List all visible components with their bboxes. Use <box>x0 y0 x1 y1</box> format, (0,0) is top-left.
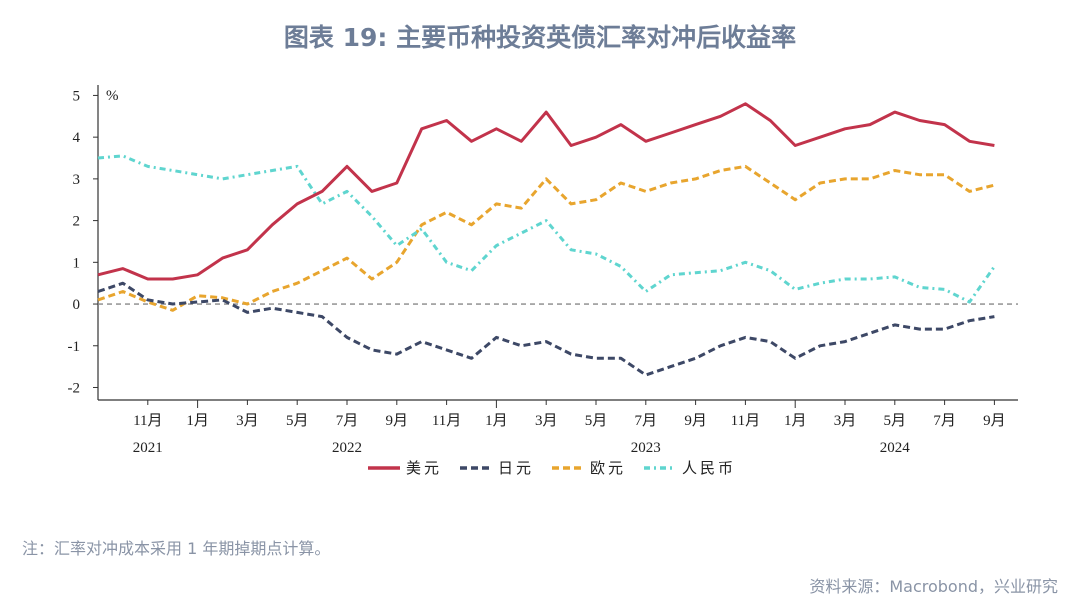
legend-label: 日元 <box>498 459 534 477</box>
x-tick-label: 5月 <box>884 413 907 429</box>
x-tick-label: 11月 <box>731 413 760 429</box>
chart-title: 图表 19: 主要币种投资英债汇率对冲后收益率 <box>283 23 797 52</box>
series-lines <box>97 102 996 377</box>
x-tick-label: 5月 <box>585 413 608 429</box>
x-tick-label: 1月 <box>485 413 508 429</box>
series-line-3 <box>97 154 996 304</box>
y-tick-label: 2 <box>73 214 81 230</box>
legend-item: 欧元 <box>552 459 626 477</box>
series-line-0 <box>97 102 995 281</box>
axes: % 5 4 3 2 1 0 -1 -2 11月 1月 3月 5月 7月 9月 11月 1月 3月 5月 7月 9月 11月… <box>68 85 1018 456</box>
x-tick-label: 11月 <box>432 413 461 429</box>
x-tick-label: 9月 <box>386 413 409 429</box>
year-label: 2023 <box>631 440 661 456</box>
y-tick-label: 1 <box>73 255 81 271</box>
series-line-2 <box>97 164 995 312</box>
y-tick-label: -1 <box>68 339 81 355</box>
x-tick-label: 9月 <box>983 413 1006 429</box>
x-tick-label: 1月 <box>784 413 807 429</box>
x-tick-label: 1月 <box>186 413 209 429</box>
x-tick-label: 7月 <box>933 413 956 429</box>
legend-item: 美元 <box>368 459 442 477</box>
y-unit-label: % <box>106 88 119 104</box>
x-tick-label: 5月 <box>286 413 309 429</box>
legend-label: 欧元 <box>590 459 626 477</box>
x-tick-label: 7月 <box>635 413 658 429</box>
source-note: 资料来源：Macrobond，兴业研究 <box>809 577 1058 596</box>
y-tick-label: 3 <box>73 172 81 188</box>
year-label: 2021 <box>133 440 163 456</box>
legend: 美元 日元 欧元 人民币 <box>368 459 736 477</box>
y-tick-label: -2 <box>68 380 81 396</box>
footnote: 注：汇率对冲成本采用 1 年期掉期点计算。 <box>22 539 331 558</box>
x-tick-label: 9月 <box>684 413 707 429</box>
legend-label: 人民币 <box>682 459 736 477</box>
x-tick-label: 7月 <box>336 413 359 429</box>
year-label: 2024 <box>880 440 911 456</box>
year-label: 2022 <box>332 440 362 456</box>
x-tick-label: 11月 <box>133 413 162 429</box>
y-tick-label: 0 <box>73 297 81 313</box>
legend-item: 人民币 <box>644 459 736 477</box>
x-tick-label: 3月 <box>535 413 558 429</box>
series-line-1 <box>97 281 995 377</box>
legend-item: 日元 <box>460 459 534 477</box>
x-tick-label: 3月 <box>236 413 259 429</box>
legend-label: 美元 <box>406 459 442 477</box>
y-tick-label: 5 <box>73 88 81 104</box>
y-tick-label: 4 <box>73 130 81 146</box>
x-tick-label: 3月 <box>834 413 857 429</box>
